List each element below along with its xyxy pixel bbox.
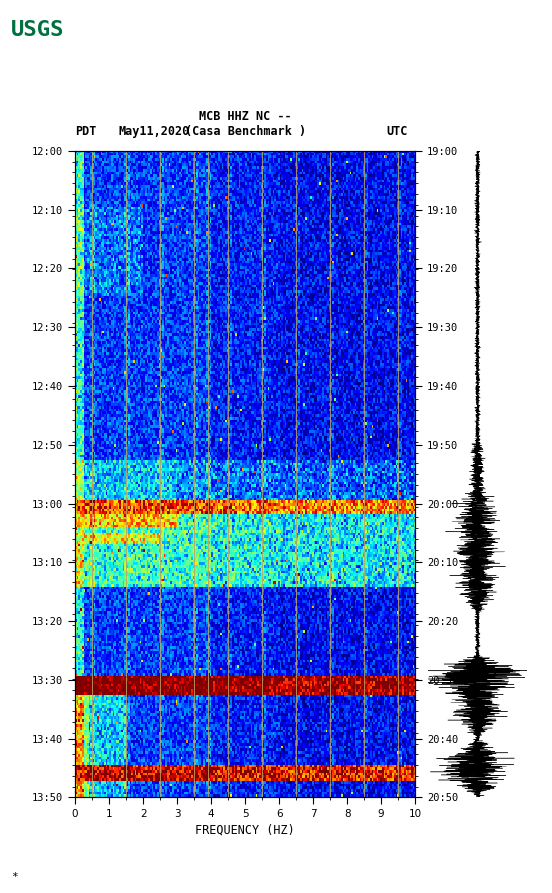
- Text: May11,2020: May11,2020: [119, 125, 190, 138]
- Text: (Casa Benchmark ): (Casa Benchmark ): [184, 125, 306, 138]
- X-axis label: FREQUENCY (HZ): FREQUENCY (HZ): [195, 823, 295, 837]
- Text: USGS: USGS: [11, 20, 65, 39]
- Text: PDT: PDT: [75, 125, 97, 138]
- Text: *: *: [11, 872, 18, 882]
- Text: MCB HHZ NC --: MCB HHZ NC --: [199, 110, 291, 123]
- Text: UTC: UTC: [386, 125, 408, 138]
